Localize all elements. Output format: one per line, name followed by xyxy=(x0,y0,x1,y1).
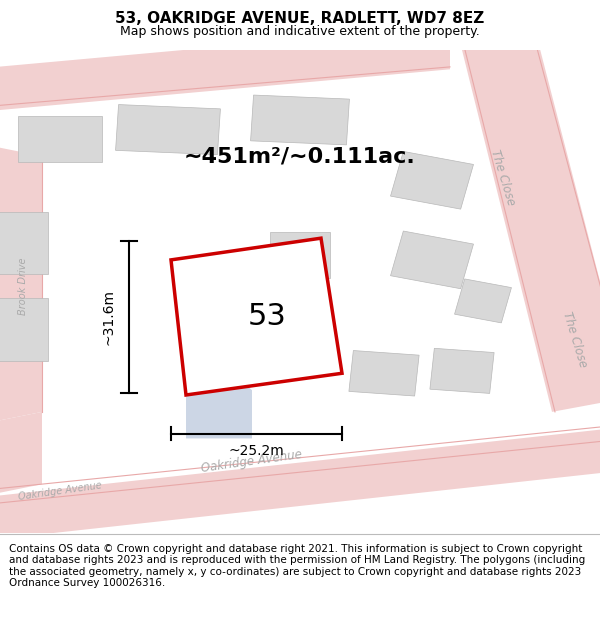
Polygon shape xyxy=(186,361,252,438)
Polygon shape xyxy=(0,142,42,426)
Polygon shape xyxy=(0,426,600,542)
Text: Brook Drive: Brook Drive xyxy=(18,258,28,315)
Text: ~31.6m: ~31.6m xyxy=(102,289,116,344)
Text: Contains OS data © Crown copyright and database right 2021. This information is : Contains OS data © Crown copyright and d… xyxy=(9,544,585,588)
Polygon shape xyxy=(455,279,511,323)
Text: ~451m²/~0.111ac.: ~451m²/~0.111ac. xyxy=(184,146,416,166)
Polygon shape xyxy=(456,26,600,412)
Polygon shape xyxy=(270,232,330,278)
Polygon shape xyxy=(349,351,419,396)
Polygon shape xyxy=(391,151,473,209)
Polygon shape xyxy=(171,238,342,395)
Polygon shape xyxy=(0,299,48,361)
Polygon shape xyxy=(18,116,102,162)
Polygon shape xyxy=(0,212,48,274)
Text: Map shows position and indicative extent of the property.: Map shows position and indicative extent… xyxy=(120,24,480,38)
Text: ~25.2m: ~25.2m xyxy=(229,444,284,458)
Text: Oakridge Avenue: Oakridge Avenue xyxy=(17,481,103,502)
Text: Oakridge Avenue: Oakridge Avenue xyxy=(200,448,304,474)
Polygon shape xyxy=(0,26,450,112)
Polygon shape xyxy=(251,95,349,145)
Text: The Close: The Close xyxy=(560,310,589,369)
Polygon shape xyxy=(0,412,42,499)
Text: 53: 53 xyxy=(248,302,286,331)
Polygon shape xyxy=(430,348,494,393)
Polygon shape xyxy=(391,231,473,289)
Polygon shape xyxy=(116,104,220,154)
Text: The Close: The Close xyxy=(488,148,517,208)
Text: 53, OAKRIDGE AVENUE, RADLETT, WD7 8EZ: 53, OAKRIDGE AVENUE, RADLETT, WD7 8EZ xyxy=(115,11,485,26)
